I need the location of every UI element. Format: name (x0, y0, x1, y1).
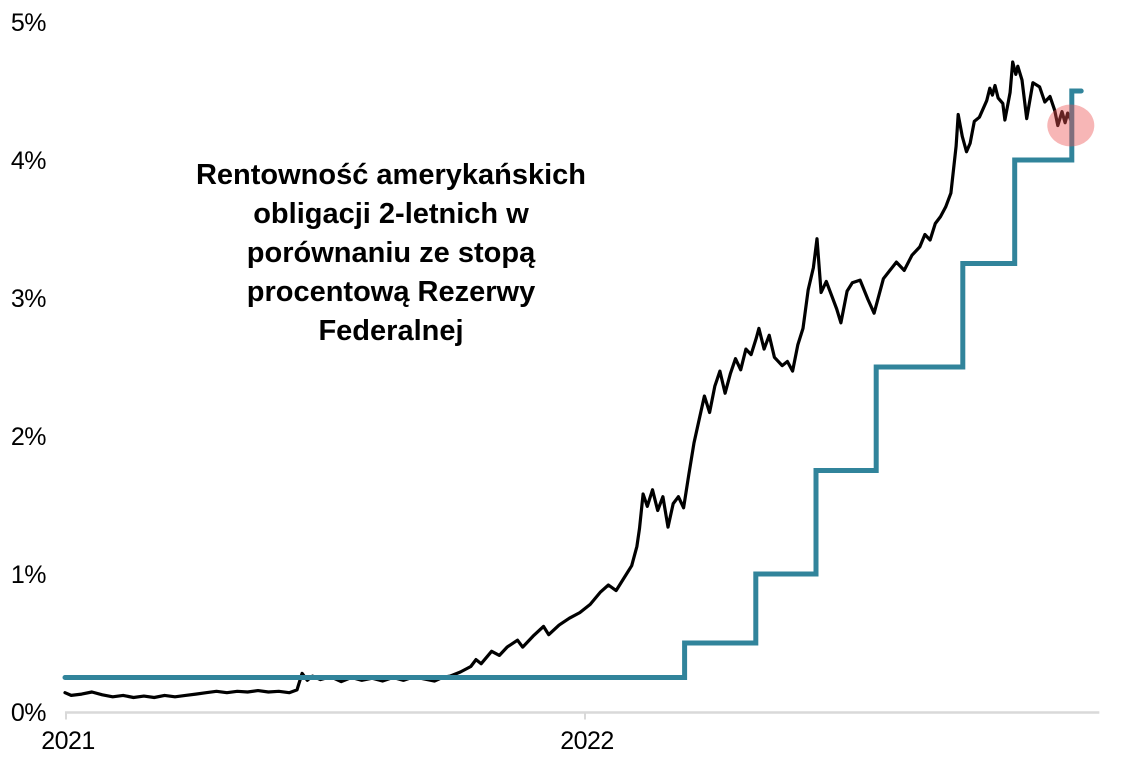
y-axis-tick-label: 1% (10, 561, 47, 589)
x-axis-tick-label: 2021 (41, 727, 95, 755)
y-axis-tick-label: 3% (10, 285, 47, 313)
treasury-yield-line (63, 60, 1073, 700)
chart-title: Rentowność amerykańskich obligacji 2-let… (190, 156, 592, 351)
chart-title-line: procentową Rezerwy (246, 276, 536, 308)
chart-title-line: Federalnej (318, 315, 464, 347)
chart-title-line: porównaniu ze stopą (246, 237, 536, 269)
chart-title-line: Rentowność amerykańskich (195, 159, 587, 191)
fed-rate-step-line (62, 88, 1084, 680)
chart-title-line: obligacji 2-letnich w (253, 198, 529, 230)
y-axis-tick-label: 0% (10, 699, 47, 727)
y-axis-tick-label: 2% (10, 423, 47, 451)
highlight-circle (1047, 104, 1095, 147)
x-axis-tick-label: 2022 (560, 727, 614, 755)
y-axis-tick-label: 4% (10, 147, 47, 175)
y-axis-tick-label: 5% (10, 9, 47, 37)
